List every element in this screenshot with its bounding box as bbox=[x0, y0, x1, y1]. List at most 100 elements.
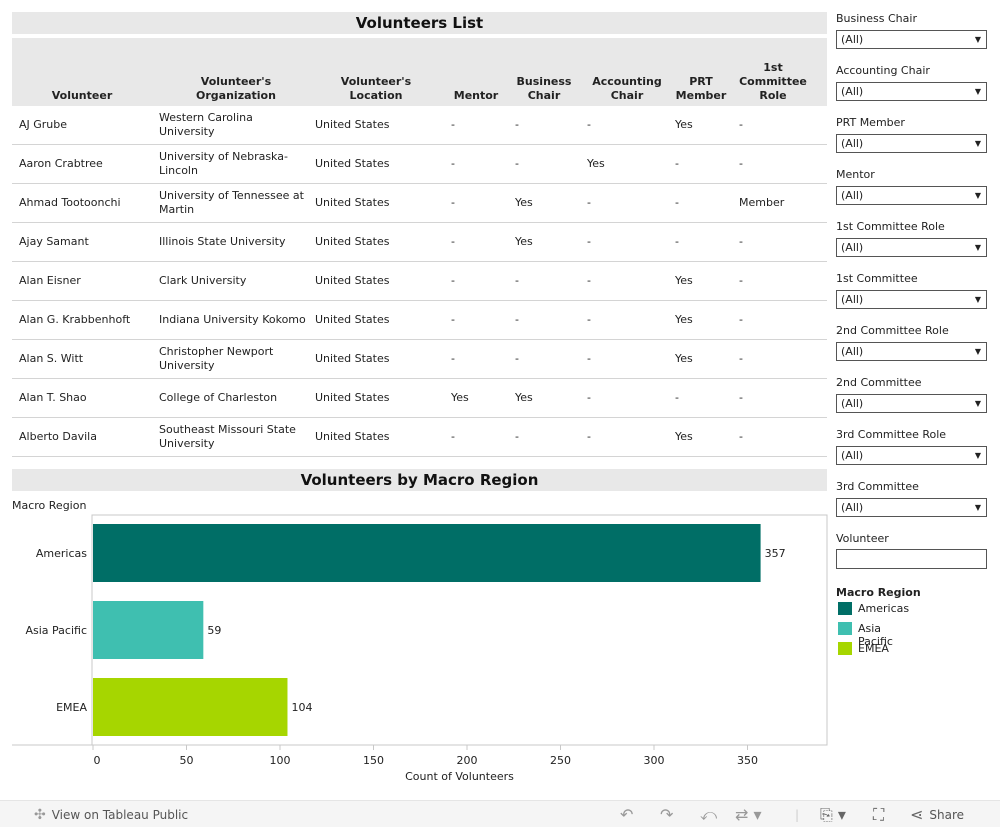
table-cell: Southeast Missouri State University bbox=[159, 423, 296, 450]
filter-dropdown[interactable]: (All) ▼ bbox=[836, 446, 987, 465]
refresh-button[interactable]: ⇄ ▾ bbox=[735, 801, 762, 827]
filter-value: (All) bbox=[841, 33, 864, 46]
table-cell: Yes bbox=[675, 274, 693, 287]
table-cell: United States bbox=[315, 274, 390, 287]
table-cell: University of Tennessee at Martin bbox=[159, 189, 304, 216]
column-header[interactable]: Accounting Chair bbox=[592, 75, 662, 102]
table-cell: - bbox=[739, 430, 743, 443]
table-row[interactable]: Alan T. Shao College of Charleston United … bbox=[12, 379, 827, 418]
filter-label: Accounting Chair bbox=[836, 64, 930, 77]
bar[interactable] bbox=[93, 524, 761, 582]
filter-dropdown[interactable]: (All) ▼ bbox=[836, 134, 987, 153]
table-row[interactable]: Alan S. Witt Christopher Newport Universi… bbox=[12, 340, 827, 379]
table-cell: - bbox=[515, 157, 519, 170]
table-cell: Yes bbox=[675, 430, 693, 443]
legend-label: EMEA bbox=[858, 642, 889, 655]
undo-button[interactable]: ↶ bbox=[620, 801, 633, 827]
table-cell: United States bbox=[315, 196, 390, 209]
redo-icon: ↷ bbox=[660, 805, 674, 824]
table-cell: - bbox=[451, 157, 455, 170]
filter-dropdown[interactable]: (All) ▼ bbox=[836, 186, 987, 205]
volunteer-search-input[interactable] bbox=[836, 549, 987, 569]
filter-dropdown[interactable]: (All) ▼ bbox=[836, 238, 987, 257]
column-header[interactable]: Volunteer bbox=[51, 89, 113, 102]
table-cell: Aaron Crabtree bbox=[19, 157, 103, 170]
table-cell: - bbox=[675, 196, 679, 209]
legend-swatch bbox=[838, 622, 852, 635]
filter-value: (All) bbox=[841, 345, 864, 358]
redo-button[interactable]: ↷ bbox=[660, 801, 673, 827]
download-button[interactable]: ⎘ ▾ bbox=[820, 801, 846, 827]
dropdown-arrow-icon: ▼ bbox=[974, 139, 981, 148]
fullscreen-icon: ⛶ bbox=[873, 804, 885, 824]
column-header[interactable]: Business Chair bbox=[516, 75, 572, 102]
table-cell: Yes bbox=[675, 352, 693, 365]
dropdown-arrow-icon: ▼ bbox=[974, 399, 981, 408]
bar[interactable] bbox=[93, 678, 288, 736]
view-on-tableau-link[interactable]: ✣ View on Tableau Public bbox=[34, 801, 188, 827]
filter-dropdown[interactable]: (All) ▼ bbox=[836, 290, 987, 309]
x-tick-label: 0 bbox=[94, 754, 101, 767]
table-cell: Illinois State University bbox=[159, 235, 286, 248]
y-axis-label: Macro Region bbox=[12, 499, 87, 512]
fullscreen-button[interactable]: ⛶ bbox=[873, 801, 884, 827]
table-cell: Member bbox=[739, 196, 785, 209]
tableau-logo-icon: ✣ bbox=[34, 806, 46, 823]
filter-value: (All) bbox=[841, 397, 864, 410]
filter-value: (All) bbox=[841, 501, 864, 514]
share-button[interactable]: ⋖ Share bbox=[910, 801, 964, 827]
revert-button[interactable]: ⤺ bbox=[700, 801, 717, 827]
column-header[interactable]: PRT Member bbox=[675, 75, 727, 102]
table-cell: Yes bbox=[675, 118, 693, 131]
legend-label: Asia Pacific bbox=[858, 622, 893, 648]
table-cell: - bbox=[739, 352, 743, 365]
table-row[interactable]: Aaron Crabtree University of Nebraska-Lin… bbox=[12, 145, 827, 184]
table-row[interactable]: Alan Eisner Clark University United States… bbox=[12, 262, 827, 301]
filter-value: (All) bbox=[841, 449, 864, 462]
table-cell: Clark University bbox=[159, 274, 247, 287]
table-cell: Alberto Davila bbox=[19, 430, 97, 443]
table-cell: - bbox=[451, 235, 455, 248]
filter-value: (All) bbox=[841, 241, 864, 254]
table-cell: - bbox=[451, 313, 455, 326]
filter-dropdown[interactable]: (All) ▼ bbox=[836, 82, 987, 101]
column-header[interactable]: Volunteer's Organization bbox=[196, 75, 276, 102]
legend-swatch bbox=[838, 642, 852, 655]
table-row[interactable]: Alberto Davila Southeast Missouri State U… bbox=[12, 418, 827, 457]
table-row[interactable]: Ajay Samant Illinois State University Unit… bbox=[12, 223, 827, 262]
bar[interactable] bbox=[93, 601, 204, 659]
table-row[interactable]: Alan G. Krabbenhoft Indiana University Ko… bbox=[12, 301, 827, 340]
dropdown-arrow-icon: ▼ bbox=[974, 295, 981, 304]
x-tick-label: 300 bbox=[644, 754, 665, 767]
column-header[interactable]: Mentor bbox=[453, 89, 499, 102]
table-cell: - bbox=[451, 430, 455, 443]
dropdown-arrow-icon: ▼ bbox=[974, 191, 981, 200]
column-header[interactable]: Volunteer's Location bbox=[340, 75, 412, 102]
filter-label: 3rd Committee bbox=[836, 480, 919, 493]
table-cell: - bbox=[587, 235, 591, 248]
table-cell: Alan Eisner bbox=[19, 274, 81, 287]
table-cell: Yes bbox=[451, 391, 469, 404]
filter-label: 2nd Committee bbox=[836, 376, 922, 389]
table-row[interactable]: Ahmad Tootoonchi University of Tennessee … bbox=[12, 184, 827, 223]
dropdown-arrow-icon: ▼ bbox=[974, 243, 981, 252]
table-cell: - bbox=[739, 235, 743, 248]
table-cell: - bbox=[451, 352, 455, 365]
filter-dropdown[interactable]: (All) ▼ bbox=[836, 342, 987, 361]
filter-dropdown[interactable]: (All) ▼ bbox=[836, 394, 987, 413]
table-cell: - bbox=[515, 352, 519, 365]
table-row[interactable]: AJ Grube Western Carolina University Unite… bbox=[12, 106, 827, 145]
undo-icon: ↶ bbox=[620, 805, 634, 824]
table-cell: - bbox=[515, 274, 519, 287]
filter-dropdown[interactable]: (All) ▼ bbox=[836, 498, 987, 517]
table-cell: Ajay Samant bbox=[19, 235, 89, 248]
filter-dropdown[interactable]: (All) ▼ bbox=[836, 30, 987, 49]
x-axis-label: Count of Volunteers bbox=[405, 770, 514, 783]
dropdown-arrow-icon: ▼ bbox=[974, 503, 981, 512]
filter-label: 3rd Committee Role bbox=[836, 428, 947, 441]
column-header[interactable]: 1st Committee Role bbox=[739, 61, 807, 102]
filter-value: (All) bbox=[841, 137, 864, 150]
table-cell: United States bbox=[315, 118, 390, 131]
x-tick-label: 150 bbox=[363, 754, 384, 767]
bottom-toolbar: ✣ View on Tableau Public ↶ ↷ ⤺ ⇄ ▾ | ⎘ ▾… bbox=[0, 800, 1000, 827]
